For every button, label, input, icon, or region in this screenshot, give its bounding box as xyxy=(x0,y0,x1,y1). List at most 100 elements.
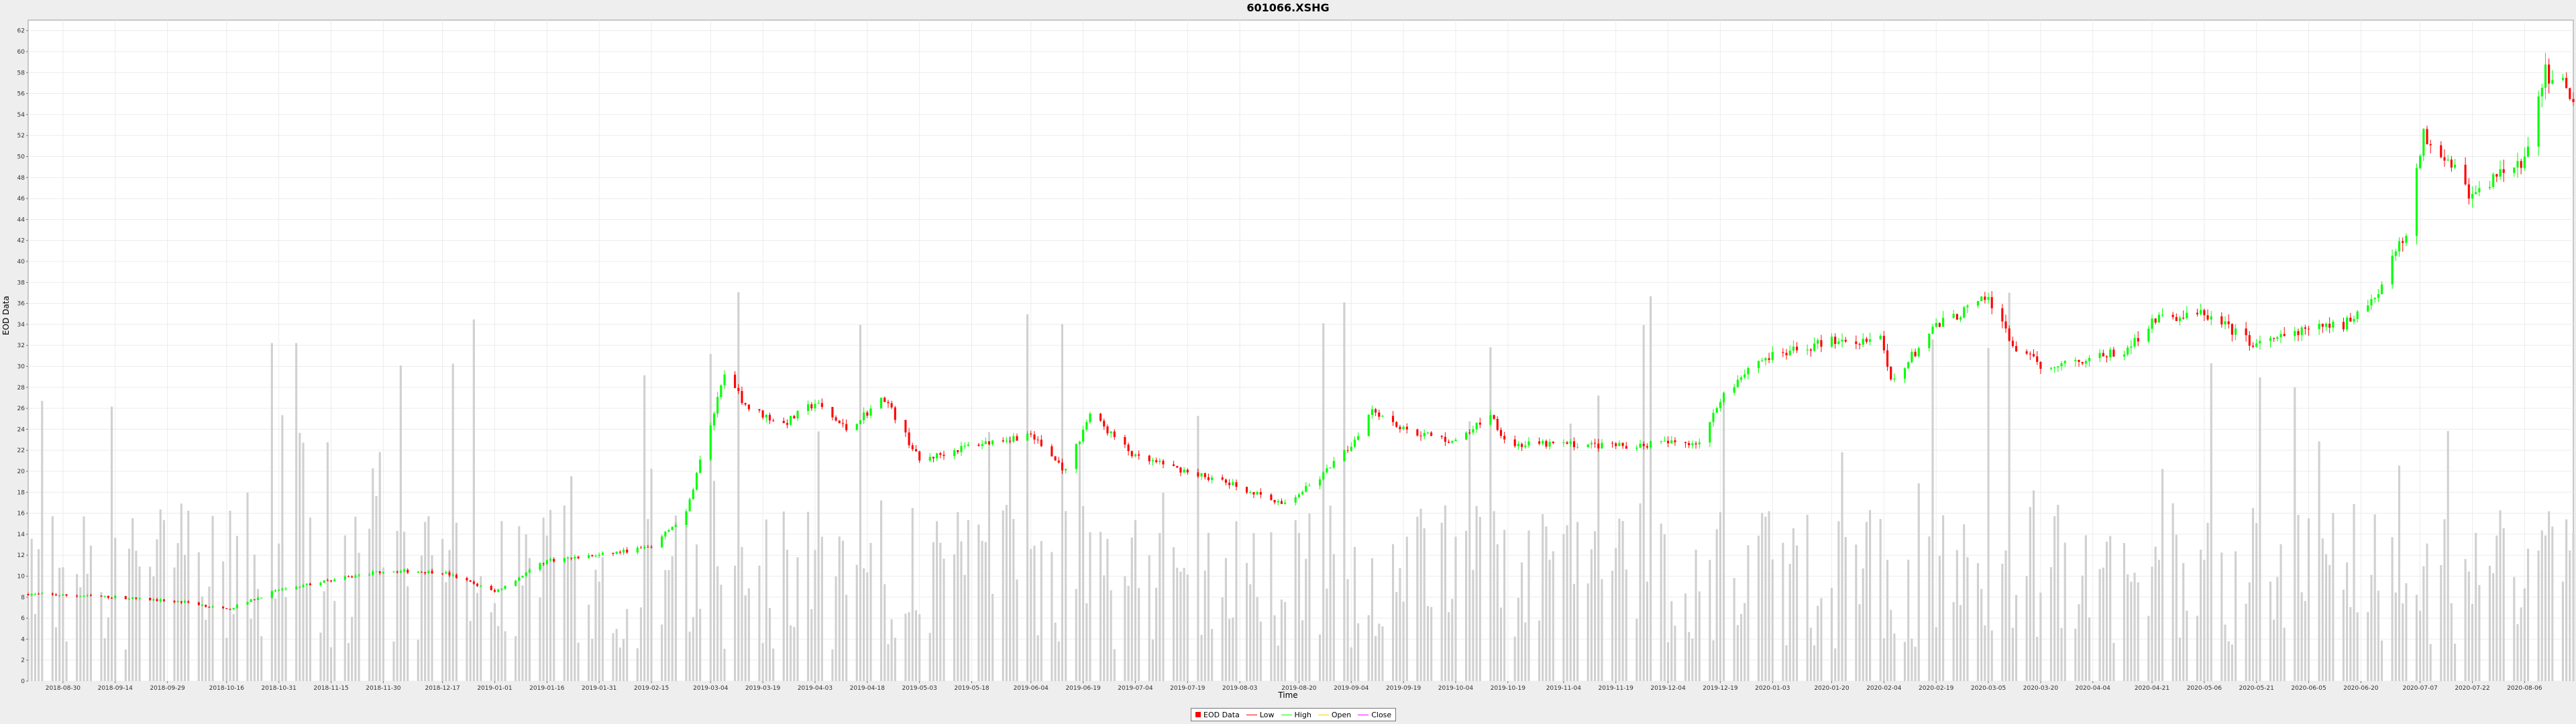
x-tick-label: 2018-10-31 xyxy=(262,685,297,692)
volume-bar xyxy=(424,522,427,681)
candle-body xyxy=(612,552,614,554)
candle-body xyxy=(2133,338,2136,347)
volume-bar xyxy=(493,603,496,681)
candle-body xyxy=(2405,235,2408,243)
volume-bar xyxy=(765,519,767,681)
volume-bar xyxy=(1709,560,1711,681)
candle-body xyxy=(807,404,810,412)
volume-bar xyxy=(2206,522,2209,681)
volume-bar xyxy=(1002,510,1004,681)
candle-body xyxy=(2224,321,2226,324)
candle-body xyxy=(1305,485,1307,492)
volume-bar xyxy=(2171,503,2174,681)
candle-body xyxy=(1963,307,1966,318)
candle-body xyxy=(2398,241,2401,252)
y-tick-label: 42 xyxy=(17,238,25,245)
candle-body xyxy=(2537,96,2540,147)
candle-body xyxy=(2426,129,2428,144)
candle-body xyxy=(2516,161,2519,168)
candle-body xyxy=(1736,379,1739,387)
volume-bar xyxy=(1493,511,1495,681)
candle-body xyxy=(2380,284,2383,294)
candle-body xyxy=(2520,161,2522,168)
candle-body xyxy=(2415,168,2418,236)
y-tick-label: 16 xyxy=(17,511,25,518)
candle-body xyxy=(1329,467,1332,469)
volume-bar xyxy=(521,585,524,681)
volume-bar xyxy=(76,574,78,681)
volume-bar xyxy=(1332,554,1335,681)
volume-bar xyxy=(2526,548,2530,681)
volume-bar xyxy=(911,507,914,681)
x-tick-label: 2020-06-05 xyxy=(2291,685,2326,692)
volume-bar xyxy=(671,556,674,681)
volume-bar xyxy=(914,610,918,681)
volume-bar xyxy=(1464,530,1468,681)
volume-bar xyxy=(2367,611,2369,681)
volume-bar xyxy=(674,516,677,681)
volume-bar xyxy=(2565,519,2568,681)
volume-bar xyxy=(542,518,545,681)
volume-bar xyxy=(378,452,381,681)
volume-bar xyxy=(38,549,40,681)
volume-bar xyxy=(1033,546,1036,681)
volume-bar xyxy=(1124,576,1126,681)
volume-bar xyxy=(1089,532,1091,681)
x-tick-label: 2019-02-15 xyxy=(634,685,669,692)
candle-body xyxy=(138,597,141,599)
candle-body xyxy=(1496,418,1499,430)
volume-bar xyxy=(1106,538,1109,681)
volume-bar xyxy=(205,619,207,681)
volume-bar xyxy=(2123,543,2126,681)
volume-bar xyxy=(984,542,987,681)
legend: EOD Data Low High Open Close xyxy=(1191,708,1397,721)
candle-body xyxy=(869,408,872,416)
candle-body xyxy=(399,571,402,573)
candle-body xyxy=(1955,314,1958,320)
candle-body xyxy=(2548,64,2551,84)
x-tick-label: 2019-03-04 xyxy=(693,685,729,692)
volume-bar xyxy=(1173,547,1175,681)
volume-bar xyxy=(176,543,179,681)
candle-body xyxy=(1524,445,1527,447)
candle-body xyxy=(883,398,886,402)
candle-body xyxy=(232,607,235,609)
volume-bar xyxy=(329,647,333,681)
candle-body xyxy=(1065,469,1067,471)
candle-body xyxy=(1350,446,1352,451)
candle-body xyxy=(1837,341,1840,345)
candle-body xyxy=(2318,323,2320,329)
volume-bar xyxy=(343,535,346,681)
candle-body xyxy=(2324,323,2328,327)
volume-bar xyxy=(2196,615,2199,681)
candle-body xyxy=(235,604,238,608)
candle-body xyxy=(2279,334,2282,338)
candle-body xyxy=(2171,314,2174,317)
candle-body xyxy=(2200,310,2202,314)
candle-body xyxy=(2088,357,2091,361)
x-tick-label: 2018-08-30 xyxy=(46,685,81,692)
y-tick-label: 30 xyxy=(17,363,25,370)
candle-body xyxy=(2367,305,2369,312)
volume-bar xyxy=(2318,441,2320,681)
candle-body xyxy=(1601,442,1603,448)
volume-bar xyxy=(1103,575,1106,681)
candle-body xyxy=(2349,317,2352,322)
volume-bar xyxy=(1837,521,1840,681)
candle-body xyxy=(636,548,639,553)
candle-body xyxy=(2332,322,2334,328)
candle-body xyxy=(323,580,325,583)
volume-bar xyxy=(1739,613,1743,681)
candle-body xyxy=(1430,432,1433,436)
candle-body xyxy=(1273,499,1276,503)
volume-bar xyxy=(2551,526,2554,681)
volume-bar xyxy=(1855,544,1858,681)
candle-body xyxy=(908,432,910,446)
volume-bar xyxy=(417,640,419,681)
volume-bar xyxy=(894,638,896,681)
y-tick-label: 26 xyxy=(17,406,25,412)
volume-bar xyxy=(1419,508,1422,681)
candle-body xyxy=(820,403,823,408)
candle-body xyxy=(667,530,670,532)
candle-body xyxy=(34,593,36,595)
